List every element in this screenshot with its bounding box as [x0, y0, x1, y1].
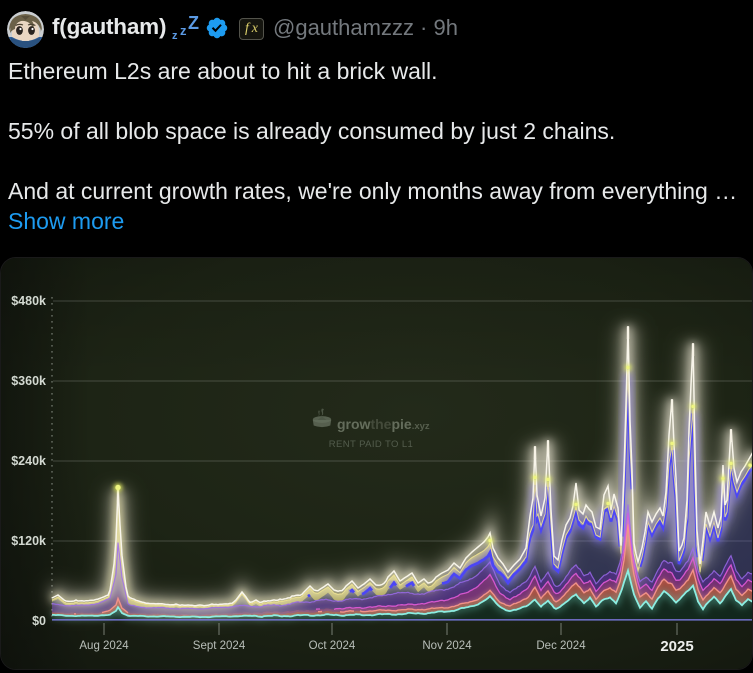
svg-text:2025: 2025: [660, 638, 693, 655]
svg-text:$480k: $480k: [11, 294, 46, 308]
svg-text:$360k: $360k: [11, 374, 46, 388]
svg-text:$120k: $120k: [11, 534, 46, 548]
svg-text:Aug 2024: Aug 2024: [79, 640, 129, 652]
svg-text:Dec 2024: Dec 2024: [536, 640, 586, 652]
svg-text:$0: $0: [32, 614, 46, 628]
svg-text:Oct 2024: Oct 2024: [309, 640, 356, 652]
svg-text:Nov 2024: Nov 2024: [422, 640, 472, 652]
svg-text:$240k: $240k: [11, 454, 46, 468]
svg-text:RENT PAID TO L1: RENT PAID TO L1: [329, 439, 414, 450]
svg-text:Sept 2024: Sept 2024: [193, 640, 246, 652]
svg-text:growthepie.xyz: growthepie.xyz: [337, 416, 430, 432]
